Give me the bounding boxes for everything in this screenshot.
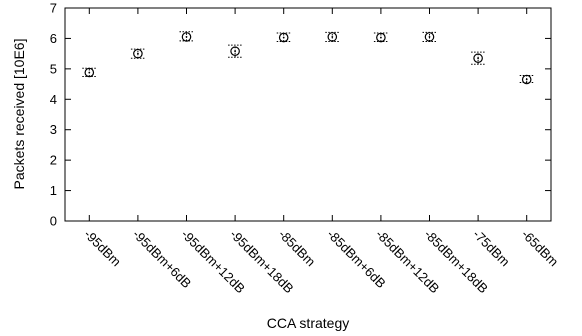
y-tick-label-4: 4 [50,92,57,107]
data-point-2 [181,32,192,42]
data-point-group-7 [422,31,437,42]
data-point-center-9 [525,78,528,81]
data-series [82,31,534,85]
data-point-8 [473,53,483,64]
y-axis: 0 1 2 3 4 5 6 7 [50,1,551,229]
data-point-center-0 [88,71,91,74]
data-point-group-1 [130,48,145,59]
data-point-group-5 [325,31,340,42]
data-point-center-4 [282,36,285,39]
y-tick-label-5: 5 [50,61,57,76]
plot-frame [64,7,552,222]
data-point-center-1 [137,52,139,55]
data-point-5 [327,32,338,42]
data-point-group-3 [228,44,243,58]
data-point-center-5 [331,36,334,38]
x-axis: -95dBm -95dBm+6dB-95dBm+12dB-95dBm+18dB-8… [81,8,561,296]
data-point-center-3 [234,50,237,53]
y-tick-label-3: 3 [50,122,57,137]
y-tick-label-0: 0 [50,214,57,229]
data-point-group-4 [276,32,291,43]
data-point-1 [133,48,143,59]
y-tick-label-1: 1 [50,183,57,198]
data-point-6 [376,32,386,43]
data-point-group-2 [179,31,194,42]
data-point-9 [521,74,532,85]
x-tick-label-9: -65dBm [519,227,562,270]
y-tick-label-2: 2 [50,153,57,168]
x-tick-label-0: -95dBm [81,227,124,270]
y-tick-label-7: 7 [50,1,57,16]
data-point-center-2 [185,36,188,38]
data-point-7 [424,32,435,42]
data-point-4 [278,32,289,43]
x-axis-title: CCA strategy [267,315,349,331]
data-point-group-9 [519,74,534,85]
data-point-center-7 [428,36,431,38]
x-tick-label-4: -85dBm [276,227,319,270]
data-point-group-8 [471,51,486,65]
data-point-0 [84,67,95,78]
y-tick-label-6: 6 [50,31,57,46]
data-point-center-6 [380,36,382,39]
data-point-group-0 [82,67,97,78]
data-point-center-8 [477,57,479,60]
x-tick-label-8: -75dBm [470,227,513,270]
data-point-3 [230,46,240,57]
y-axis-title: Packets received [10E6] [11,39,27,190]
data-point-group-6 [373,32,388,43]
